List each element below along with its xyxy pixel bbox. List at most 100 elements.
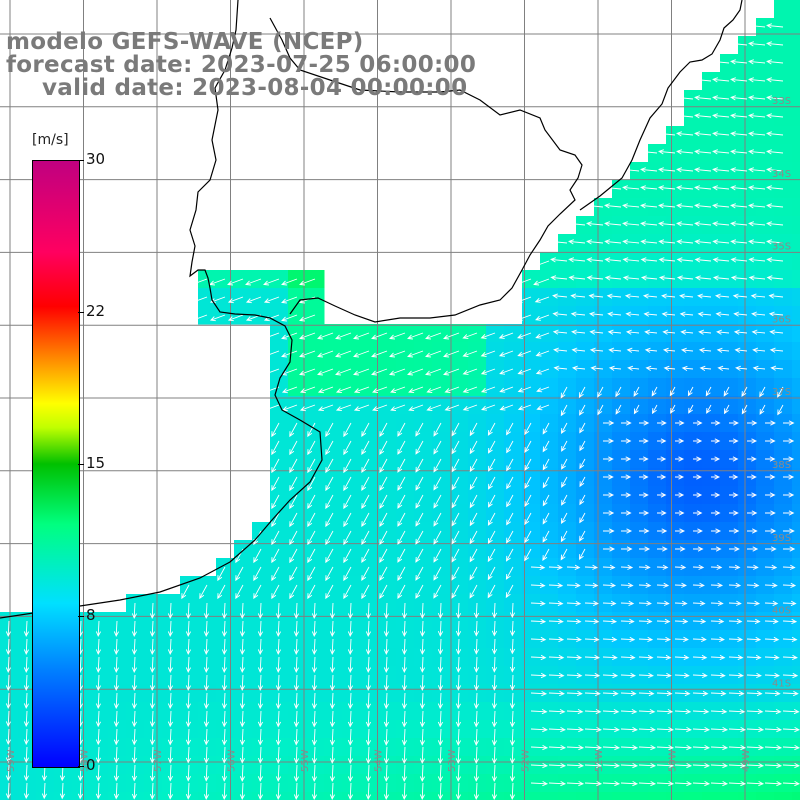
wind-arrow [275, 710, 281, 728]
wind-arrow [782, 618, 798, 625]
wind-cell [198, 792, 217, 800]
wind-cell [234, 270, 253, 289]
wind-cell [756, 36, 775, 55]
wind-arrow [390, 386, 406, 394]
wind-cell [504, 324, 523, 343]
wind-arrow [675, 474, 685, 480]
wind-arrow [566, 763, 585, 769]
wind-arrow [568, 221, 586, 227]
wind-arrow [658, 167, 676, 173]
wind-arrow [5, 728, 11, 746]
wind-arrow [433, 494, 442, 509]
wind-arrow [597, 404, 604, 416]
wind-arrow [203, 656, 209, 674]
wind-arrow [734, 347, 748, 353]
wind-arrow [509, 710, 515, 728]
wind-cell [648, 216, 667, 235]
wind-arrow [608, 365, 622, 371]
wind-arrow [535, 350, 550, 357]
wind-arrow [657, 438, 667, 444]
wind-arrow [239, 638, 245, 656]
wind-arrow [191, 314, 208, 322]
wind-arrow [766, 257, 784, 263]
wind-arrow [710, 672, 726, 679]
wind-cell [486, 342, 505, 361]
wind-arrow [712, 167, 730, 173]
wind-arrow [729, 438, 739, 444]
lat-label: 36S [772, 314, 791, 325]
wind-arrow [185, 638, 191, 656]
wind-arrow [633, 404, 640, 415]
wind-arrow [444, 386, 460, 393]
wind-arrow [311, 638, 317, 656]
wind-cell [648, 144, 667, 163]
wind-arrow [640, 239, 658, 245]
wind-arrow [77, 764, 83, 782]
wind-arrow [397, 512, 406, 527]
wind-arrow [764, 600, 779, 607]
wind-arrow [149, 746, 155, 764]
wind-arrow [680, 329, 694, 335]
wind-cell [648, 288, 667, 307]
wind-arrow [639, 546, 651, 552]
wind-arrow [706, 404, 712, 414]
wind-arrow [451, 422, 460, 437]
wind-arrow [764, 636, 780, 643]
wind-cell [540, 360, 559, 379]
wind-arrow [746, 618, 761, 625]
wind-cell [720, 324, 739, 343]
wind-arrow [451, 440, 460, 455]
wind-arrow [257, 692, 263, 710]
wind-arrow [675, 546, 686, 552]
wind-arrow [257, 764, 263, 782]
wind-arrow [699, 365, 712, 371]
wind-arrow [764, 727, 783, 733]
wind-arrow [711, 456, 721, 462]
wind-cell [720, 198, 739, 217]
wind-arrow [620, 600, 635, 607]
wind-arrow [534, 296, 550, 303]
wind-arrow [620, 564, 634, 570]
wind-arrow [516, 314, 532, 321]
wind-cell [738, 252, 757, 271]
wind-arrow [698, 329, 712, 335]
wind-arrow [746, 582, 760, 588]
wind-arrow [711, 420, 721, 426]
wind-arrow [782, 672, 799, 679]
wind-cell [720, 252, 739, 271]
wind-cell [702, 162, 721, 181]
wind-arrow [733, 329, 748, 335]
wind-arrow [765, 510, 776, 516]
wind-cell [774, 792, 793, 800]
wind-arrow [638, 564, 651, 570]
wind-arrow [694, 167, 712, 173]
wind-arrow [766, 23, 784, 29]
wind-arrow [560, 404, 568, 417]
wind-arrow [602, 781, 621, 787]
wind-arrow [711, 474, 721, 480]
wind-cell [666, 342, 685, 361]
wind-arrow [401, 620, 407, 637]
wind-cell [684, 288, 703, 307]
wind-arrow [289, 566, 298, 582]
wind-arrow [451, 494, 460, 509]
wind-arrow [509, 764, 515, 783]
wind-arrow [642, 293, 658, 299]
wind-cell [720, 144, 739, 163]
wind-arrow [289, 458, 298, 474]
wind-arrow [728, 636, 744, 643]
wind-cell [432, 324, 451, 343]
wind-cell [270, 270, 289, 289]
wind-arrow [676, 185, 694, 191]
wind-arrow [498, 350, 514, 357]
wind-arrow [625, 329, 640, 335]
wind-arrow [397, 458, 406, 473]
wind-cell [558, 306, 577, 325]
wind-arrow [23, 710, 29, 728]
wind-arrow [347, 764, 353, 783]
wind-arrow [602, 727, 620, 733]
wind-arrow [656, 690, 673, 697]
wind-arrow [640, 203, 658, 209]
wind-arrow [552, 293, 568, 299]
wind-cell [720, 306, 739, 325]
